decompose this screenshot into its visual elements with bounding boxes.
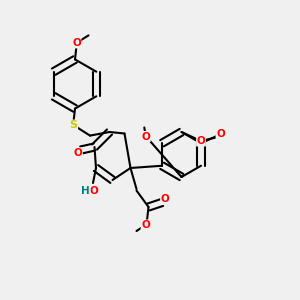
Text: O: O [196,136,206,146]
Text: O: O [90,185,99,196]
Text: S: S [70,120,77,130]
Text: O: O [72,38,81,48]
Text: O: O [216,129,225,139]
Text: O: O [160,194,169,205]
Text: H: H [81,185,90,196]
Text: O: O [74,148,82,158]
Text: O: O [141,220,150,230]
Text: O: O [141,131,150,142]
